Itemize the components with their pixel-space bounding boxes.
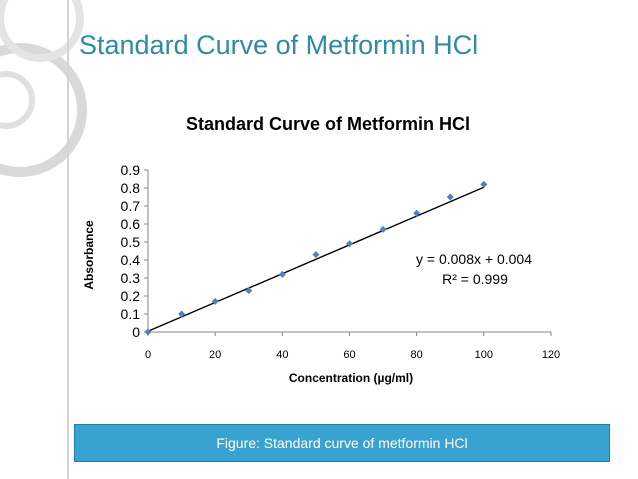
- chart-title: Standard Curve of Metformin HCl: [186, 114, 470, 134]
- figure-caption-box: Figure: Standard curve of metformin HCl: [74, 424, 610, 462]
- data-point: [346, 240, 353, 248]
- data-point: [413, 209, 421, 217]
- x-tick-label: 40: [276, 349, 288, 361]
- y-tick-label: 0.9: [121, 162, 141, 178]
- x-tick-label: 0: [145, 349, 151, 361]
- data-point: [245, 287, 253, 295]
- data-point: [278, 270, 286, 278]
- x-tick-label: 60: [343, 349, 355, 361]
- y-tick-label: 0.6: [121, 216, 141, 232]
- y-tick-label: 0.8: [121, 180, 141, 196]
- y-tick-label: 0: [132, 324, 140, 340]
- data-point: [480, 180, 488, 188]
- data-point: [379, 225, 387, 233]
- x-tick-label: 20: [209, 349, 221, 361]
- trendline-equation: y = 0.008x + 0.004: [416, 251, 532, 267]
- data-points: [144, 180, 488, 336]
- data-point: [144, 328, 152, 336]
- y-tick-label: 0.7: [121, 198, 141, 214]
- trendline: [147, 186, 485, 332]
- x-tick-label: 80: [411, 349, 423, 361]
- r-squared-label: R² = 0.999: [442, 271, 508, 287]
- deco-ring-small: [0, 71, 35, 129]
- chart-ticks: 0 0.1 0.2 0.3 0.4 0.5 0.6 0.7 0.8 0.9 0 20 40 60 80 100…: [121, 162, 561, 361]
- y-tick-label: 0.2: [121, 288, 141, 304]
- deco-ring-large: [0, 43, 87, 177]
- y-tick-label: 0.5: [121, 234, 141, 250]
- data-point: [312, 251, 320, 259]
- deco-ring-top: [0, 0, 84, 62]
- figure-caption: Figure: Standard curve of metformin HCl: [216, 435, 468, 451]
- y-tick-label: 0.4: [121, 252, 141, 268]
- x-axis-label: Concentration (µg/ml): [289, 371, 413, 385]
- x-tick-label: 120: [542, 349, 560, 361]
- x-tick-label: 100: [475, 349, 493, 361]
- data-point: [446, 193, 454, 201]
- data-point: [178, 310, 186, 318]
- y-axis-label: Absorbance: [82, 220, 96, 290]
- data-point: [211, 297, 219, 305]
- slide-title: Standard Curve of Metformin HCl: [79, 30, 479, 60]
- y-tick-label: 0.1: [121, 306, 141, 322]
- y-tick-label: 0.3: [121, 270, 141, 286]
